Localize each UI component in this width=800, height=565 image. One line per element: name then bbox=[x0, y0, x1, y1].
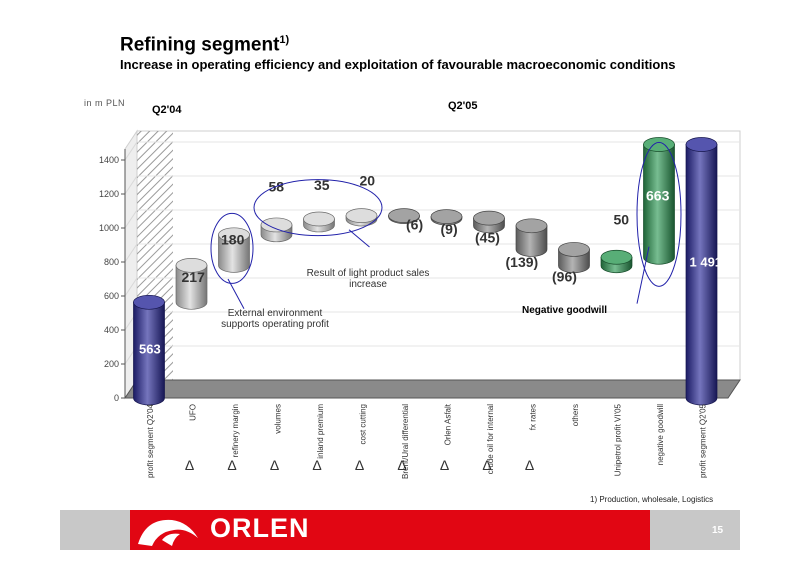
callout-line-goodwill bbox=[636, 246, 650, 304]
page-subtitle: Increase in operating efficiency and exp… bbox=[120, 57, 676, 72]
data-label-1: 217 bbox=[182, 269, 206, 285]
delta-icon: Δ bbox=[227, 457, 236, 473]
bar-top-6 bbox=[388, 208, 420, 223]
gridline-diag bbox=[124, 141, 138, 161]
bar-top-4 bbox=[303, 211, 335, 227]
unit-label: in m PLN bbox=[84, 98, 126, 108]
y-tick-label: 800 bbox=[104, 257, 119, 267]
x-tick-label-3: volumes bbox=[274, 404, 283, 434]
page-title: Refining segment1) bbox=[120, 34, 290, 56]
x-tick-label-6: Brent/Ural differential bbox=[401, 404, 410, 479]
orlen-logo-icon bbox=[138, 519, 198, 546]
y-tick-label: 1400 bbox=[99, 155, 119, 165]
annotation-external: External environment supports operating … bbox=[221, 308, 329, 330]
footnote: 1) Production, wholesale, Logistics bbox=[590, 495, 714, 504]
delta-icon: Δ bbox=[355, 457, 364, 473]
x-tick-label-8: crude oil for internal bbox=[486, 404, 495, 474]
bar-12 bbox=[643, 144, 675, 265]
bar-top-13 bbox=[685, 137, 718, 152]
x-tick-label-9: fx rates bbox=[529, 404, 538, 430]
data-label-7: (9) bbox=[441, 221, 458, 237]
waterfall-chart: 0 200 400 600 800 1000 1200 1400 563 profit segme… bbox=[99, 129, 741, 479]
y-tick-label: 0 bbox=[114, 393, 119, 403]
x-tick-label-10: others bbox=[571, 404, 580, 426]
bar-top-0 bbox=[133, 294, 165, 310]
y-tick-label: 1000 bbox=[99, 223, 119, 233]
chart-floor bbox=[124, 379, 741, 399]
x-tick-label-2: refinery margin bbox=[231, 404, 240, 457]
delta-icon: Δ bbox=[312, 457, 321, 473]
y-tick-label: 1200 bbox=[99, 189, 119, 199]
delta-icon: Δ bbox=[525, 457, 534, 473]
brand-name: ORLEN bbox=[210, 513, 310, 543]
bar-13 bbox=[685, 144, 718, 406]
period-right-label: Q2'05 bbox=[448, 100, 478, 112]
callout-line-external bbox=[227, 278, 245, 309]
bar-0 bbox=[133, 301, 165, 406]
x-tick-label-11: Unipetrol profit VI'05 bbox=[614, 403, 623, 476]
bar-top-12 bbox=[643, 137, 675, 152]
bar-2 bbox=[218, 234, 250, 273]
bar-top-10 bbox=[558, 242, 590, 257]
highlight-circle-light-products bbox=[253, 179, 383, 237]
bar-top-5 bbox=[345, 208, 378, 223]
y-tick-label: 200 bbox=[104, 359, 119, 369]
delta-icon: Δ bbox=[270, 457, 279, 473]
page-number: 15 bbox=[712, 525, 724, 536]
data-label-2: 180 bbox=[221, 232, 245, 248]
gridline-diag bbox=[124, 175, 138, 195]
x-tick-label-5: cost cutting bbox=[359, 404, 368, 444]
x-tick-label-4: inland premium bbox=[316, 404, 325, 459]
data-label-9: (139) bbox=[506, 254, 539, 270]
data-label-12: 663 bbox=[646, 187, 670, 203]
annotation-light: Result of light product sales increase bbox=[306, 268, 430, 290]
delta-icon: Δ bbox=[440, 457, 449, 473]
highlight-circle-refinery bbox=[210, 212, 254, 284]
bar-top-9 bbox=[515, 218, 548, 234]
gridline-diag bbox=[124, 243, 138, 263]
bar-top-11 bbox=[600, 249, 633, 265]
bar-top-7 bbox=[430, 209, 463, 224]
x-tick-label-7: Orlen Asfalt bbox=[444, 403, 453, 445]
data-label-5: 20 bbox=[360, 173, 376, 189]
footer-bar bbox=[60, 510, 740, 550]
data-label-6: (6) bbox=[406, 217, 423, 233]
y-tick-label: 400 bbox=[104, 325, 119, 335]
x-tick-label-0: profit segment Q2'04 bbox=[146, 403, 155, 478]
bar-top-3 bbox=[260, 217, 293, 233]
data-label-13: 1 491 bbox=[690, 254, 723, 269]
footer-red-band bbox=[130, 510, 650, 550]
data-label-0: 563 bbox=[139, 341, 161, 356]
bar-top-2 bbox=[218, 227, 250, 243]
data-label-10: (96) bbox=[552, 269, 577, 285]
data-label-4: 35 bbox=[314, 177, 330, 193]
data-label-11: 50 bbox=[614, 212, 630, 228]
callout-line-light bbox=[348, 229, 370, 248]
bar-top-8 bbox=[473, 210, 505, 226]
bar-9 bbox=[515, 225, 548, 257]
x-tick-label-12: negative goodwill bbox=[656, 404, 665, 466]
y-tick-label: 600 bbox=[104, 291, 119, 301]
bar-top-1 bbox=[175, 258, 208, 273]
delta-icon: Δ bbox=[397, 457, 406, 473]
highlight-circle-goodwill bbox=[636, 141, 682, 287]
annotation-negative-goodwill: Negative goodwill bbox=[522, 305, 608, 316]
delta-icon: Δ bbox=[482, 457, 491, 473]
data-label-8: (45) bbox=[475, 229, 500, 245]
period-left-label: Q2'04 bbox=[152, 104, 182, 116]
delta-icon: Δ bbox=[185, 457, 194, 473]
x-tick-label-13: profit segment Q2'05 bbox=[699, 403, 708, 478]
x-tick-label-1: UFO bbox=[189, 404, 198, 421]
gridline-diag bbox=[124, 209, 138, 229]
bar-1 bbox=[175, 265, 208, 310]
gridline-diag bbox=[124, 277, 138, 297]
